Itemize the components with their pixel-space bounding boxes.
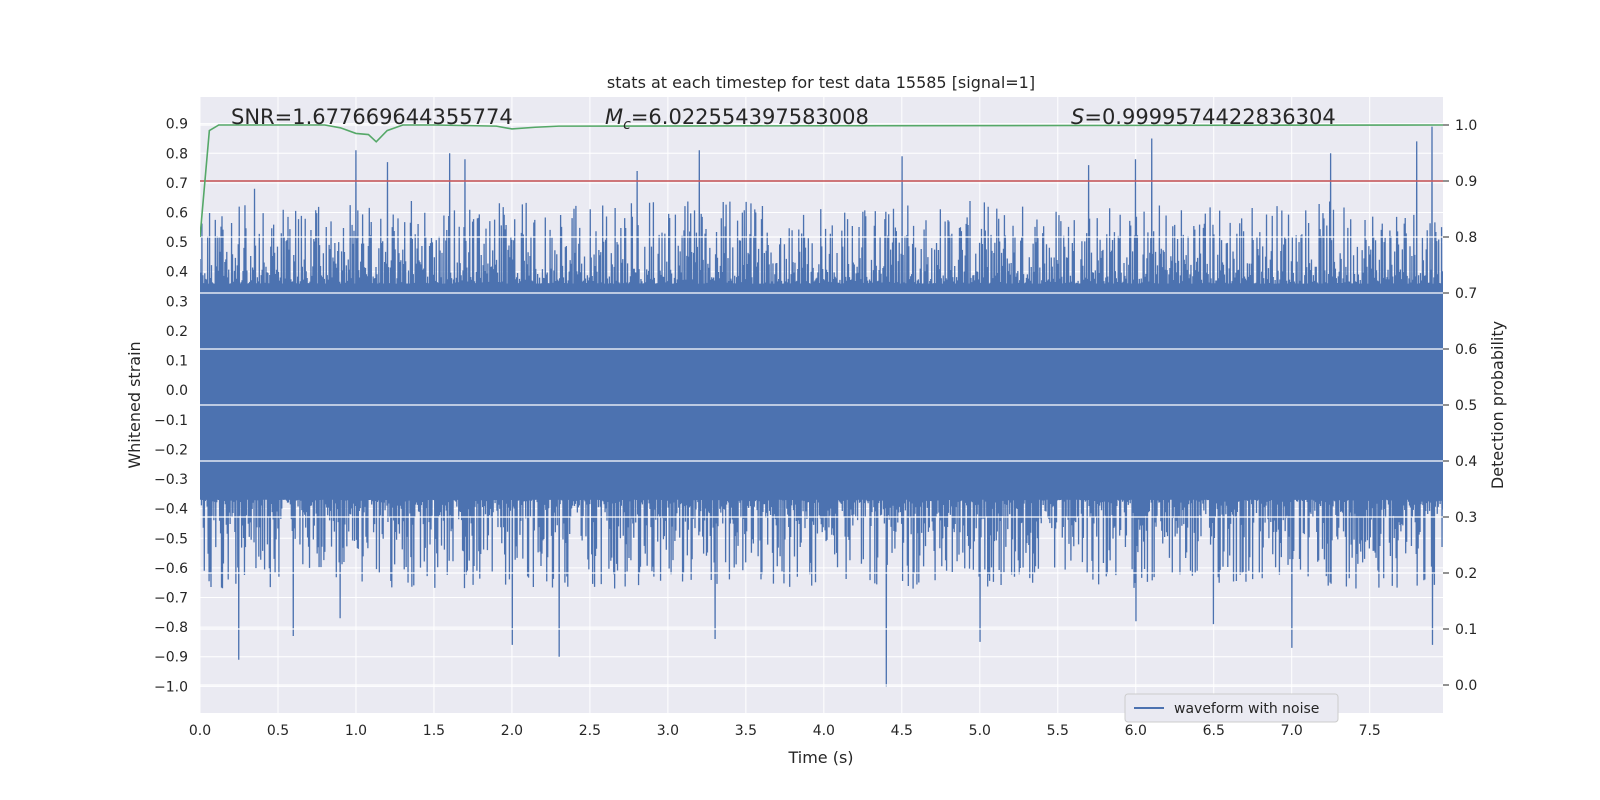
y-tick-label: 0.2 — [166, 324, 188, 340]
y-tick-label: −1.0 — [154, 679, 188, 695]
x-axis-ticks: 0.0 0.5 1.0 1.5 2.0 2.5 3.0 3.5 4.0 4.5 5.0 5.5 6.0 6… — [189, 723, 1381, 739]
s-symbol: S — [1071, 105, 1084, 129]
y-tick-label: −0.7 — [154, 591, 188, 607]
chart-title: stats at each timestep for test data 155… — [607, 73, 1035, 92]
y-tick-label: −0.2 — [154, 442, 188, 458]
x-tick-label: 1.0 — [345, 723, 367, 739]
y2-axis-label: Detection probability — [1488, 321, 1507, 489]
y2-tick-label: 0.3 — [1455, 510, 1477, 526]
y-tick-label: −0.4 — [154, 502, 188, 518]
x-tick-label: 4.5 — [891, 723, 913, 739]
legend-box — [1124, 693, 1339, 723]
x-tick-label: 3.5 — [735, 723, 757, 739]
waveform-series — [200, 126, 1443, 687]
y2-tick-label: 0.0 — [1455, 678, 1477, 694]
x-tick-label: 2.0 — [501, 723, 523, 739]
y-tick-label: −0.1 — [154, 413, 188, 429]
x-tick-label: 6.5 — [1203, 723, 1225, 739]
y2-tick-label: 0.8 — [1455, 230, 1477, 246]
x-tick-label: 7.0 — [1281, 723, 1303, 739]
y2-tick-label: 0.6 — [1455, 342, 1477, 358]
y-axis-ticks: 0.9 0.8 0.7 0.6 0.5 0.4 0.3 0.2 0.1 0.0 −0.1 −0.2 −0… — [154, 117, 188, 696]
y-tick-label: −0.3 — [154, 472, 188, 488]
x-tick-label: 0.0 — [189, 723, 211, 739]
y2-tick-label: 0.9 — [1455, 174, 1477, 190]
x-tick-label: 7.5 — [1359, 723, 1381, 739]
mc-subscript: c — [623, 117, 631, 133]
y2-tick-label: 0.7 — [1455, 286, 1477, 302]
probability-series — [200, 124, 1443, 238]
y2-tick-label: 0.5 — [1455, 398, 1477, 414]
chirp-mass-annotation: Mc=6.022554397583008 — [605, 105, 869, 133]
y-tick-label: 0.8 — [166, 146, 188, 162]
x-tick-label: 0.5 — [267, 723, 289, 739]
mc-value: =6.022554397583008 — [631, 105, 869, 129]
y2-tick-label: 0.1 — [1455, 622, 1477, 638]
y-tick-label: 0.5 — [166, 235, 188, 251]
y-tick-label: −0.5 — [154, 531, 188, 547]
s-value: =0.9999574422836304 — [1084, 105, 1335, 129]
x-tick-label: 5.0 — [969, 723, 991, 739]
score-annotation: S=0.9999574422836304 — [1071, 105, 1336, 129]
snr-annotation: SNR=1.677669644355774 — [231, 105, 513, 129]
x-axis-label: Time (s) — [787, 748, 853, 767]
y-tick-label: 0.6 — [166, 206, 188, 222]
y-tick-label: 0.9 — [166, 117, 188, 133]
waveform-line — [200, 126, 1443, 687]
x-tick-label: 6.0 — [1125, 723, 1147, 739]
x-tick-label: 4.0 — [813, 723, 835, 739]
y-tick-label: −0.9 — [154, 650, 188, 666]
y2-tick-label: 0.4 — [1455, 454, 1477, 470]
y2-axis-ticks: 1.0 0.9 0.8 0.7 0.6 0.5 0.4 0.3 0.2 0.1 0.0 — [1443, 118, 1477, 694]
x-tick-label: 2.5 — [579, 723, 601, 739]
x-tick-label: 1.5 — [423, 723, 445, 739]
y-tick-label: −0.6 — [154, 561, 188, 577]
y-tick-label: −0.8 — [154, 620, 188, 636]
y-tick-label: 0.3 — [166, 294, 188, 310]
y2-tick-label: 0.2 — [1455, 566, 1477, 582]
x-tick-label: 3.0 — [657, 723, 679, 739]
legend-entry: waveform with noise — [1174, 701, 1319, 717]
y-axis-label: Whitened strain — [125, 341, 144, 468]
y2-tick-label: 1.0 — [1455, 118, 1477, 134]
mc-symbol: M — [605, 105, 623, 129]
y-tick-label: 0.1 — [166, 354, 188, 370]
y-tick-label: 0.4 — [166, 265, 188, 281]
legend: waveform with noise — [1124, 693, 1339, 723]
y-tick-label: 0.0 — [166, 383, 188, 399]
x-tick-label: 5.5 — [1047, 723, 1069, 739]
y-tick-label: 0.7 — [166, 176, 188, 192]
detection-probability-line — [200, 124, 1443, 238]
